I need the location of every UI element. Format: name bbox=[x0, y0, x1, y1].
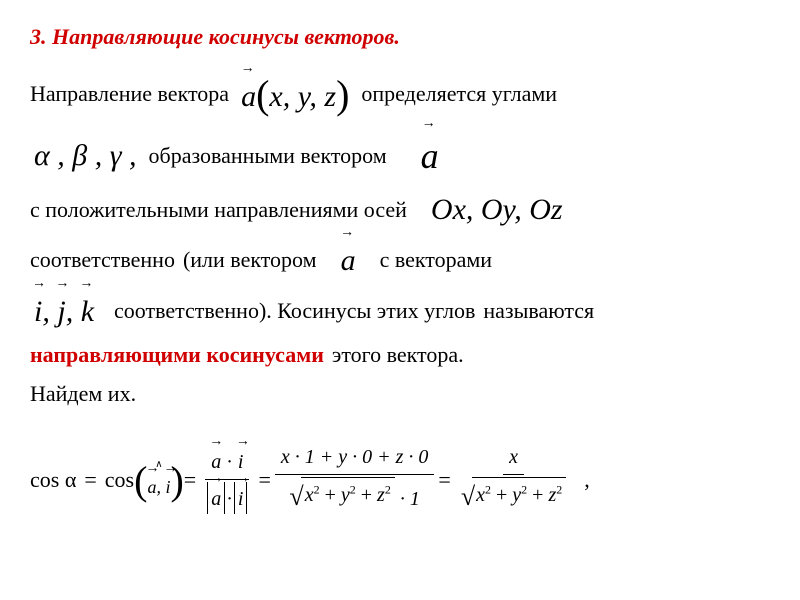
math-axes: Ox, Oy, Oz bbox=[427, 187, 567, 232]
text: Направление вектора bbox=[30, 77, 229, 110]
math-angles: α , β , γ , bbox=[30, 133, 141, 178]
math-vector-a: a bbox=[417, 127, 443, 183]
formula-cos-alpha: cos α = cos ( ∧ a, i ) = a · i a·i = x ·… bbox=[30, 440, 770, 518]
math-unit-vectors: i, j, k bbox=[30, 287, 98, 334]
text: соответственно bbox=[30, 243, 175, 276]
section-title: 3. Направляющие косинусы векторов. bbox=[30, 20, 770, 53]
text-line-1: Направление вектора a(x, y, z) определяе… bbox=[30, 63, 770, 123]
text: с векторами bbox=[380, 243, 492, 276]
text: соответственно). Косинусы этих углов bbox=[114, 294, 475, 327]
formula-cos: cos bbox=[105, 463, 134, 496]
text-line-5: i, j, k соответственно). Косинусы этих у… bbox=[30, 287, 770, 334]
text: определяется углами bbox=[361, 77, 557, 110]
trailing-comma: , bbox=[584, 463, 590, 496]
math-vector-a-xyz: a(x, y, z) bbox=[237, 63, 353, 123]
text-line-6: направляющими косинусами этого вектора. bbox=[30, 338, 770, 371]
text-line-3: с положительными направлениями осей Ox, … bbox=[30, 187, 770, 232]
text: образованными вектором bbox=[149, 139, 387, 172]
equals: = bbox=[84, 463, 96, 496]
fraction-3: x √ x2 + y2 + z2 bbox=[455, 440, 572, 518]
text: Найдем их. bbox=[30, 377, 136, 410]
text: (или вектором bbox=[183, 243, 317, 276]
text-line-2: α , β , γ , образованными вектором a bbox=[30, 127, 770, 183]
text: этого вектора. bbox=[332, 338, 464, 371]
formula-lhs: cos α bbox=[30, 463, 76, 496]
math-vector-a: a bbox=[337, 236, 360, 283]
text-line-4: соответственно (или вектором a с вектора… bbox=[30, 236, 770, 283]
text-line-7: Найдем их. bbox=[30, 377, 770, 410]
text: называются bbox=[483, 294, 594, 327]
fraction-2: x · 1 + y · 0 + z · 0 √ x2 + y2 + z2 · 1 bbox=[275, 440, 435, 518]
fraction-1: a · i a·i bbox=[200, 443, 254, 516]
term: направляющими косинусами bbox=[30, 338, 324, 371]
